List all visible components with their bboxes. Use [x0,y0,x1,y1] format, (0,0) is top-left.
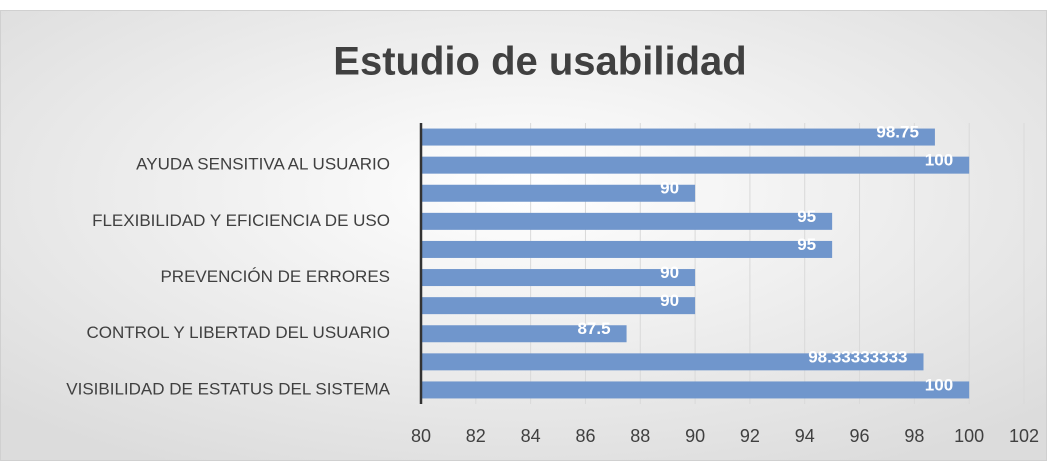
bar [421,269,696,287]
data-label: 100 [925,151,953,170]
bar [421,240,833,258]
y-tick-label: CONTROL Y LIBERTAD DEL USUARIO [86,323,390,342]
x-tick-label: 84 [521,426,541,446]
bar [421,297,696,315]
bar [421,381,970,399]
x-tick-label: 100 [954,426,984,446]
data-label: 90 [660,291,679,310]
x-tick-label: 102 [1009,426,1039,446]
chart-title: Estudio de usabilidad [333,40,746,84]
data-label: 98.75 [876,123,919,142]
y-tick-label: AYUDA SENSITIVA AL USUARIO [136,155,390,174]
data-label: 87.5 [577,319,610,338]
bar [421,184,696,202]
data-label: 90 [660,179,679,198]
x-tick-label: 86 [575,426,595,446]
data-label: 95 [797,235,816,254]
y-tick-label: VISIBILIDAD DE ESTATUS DEL SISTEMA [66,379,390,398]
data-label: 98.33333333 [808,347,907,366]
bar [421,353,924,371]
x-tick-label: 88 [630,426,650,446]
x-tick-label: 80 [411,426,431,446]
x-tick-label: 96 [850,426,870,446]
data-label: 100 [925,375,953,394]
bar [421,128,935,146]
data-label: 90 [660,263,679,282]
x-tick-label: 92 [740,426,760,446]
x-tick-label: 82 [466,426,486,446]
x-tick-label: 98 [904,426,924,446]
bar [421,156,970,174]
y-tick-label: PREVENCIÓN DE ERRORES [160,267,390,286]
y-tick-label: FLEXIBILIDAD Y EFICIENCIA DE USO [92,211,390,230]
x-tick-label: 90 [685,426,705,446]
data-label: 95 [797,207,816,226]
x-tick-label: 94 [795,426,815,446]
bar [421,212,833,230]
bar [421,325,627,343]
